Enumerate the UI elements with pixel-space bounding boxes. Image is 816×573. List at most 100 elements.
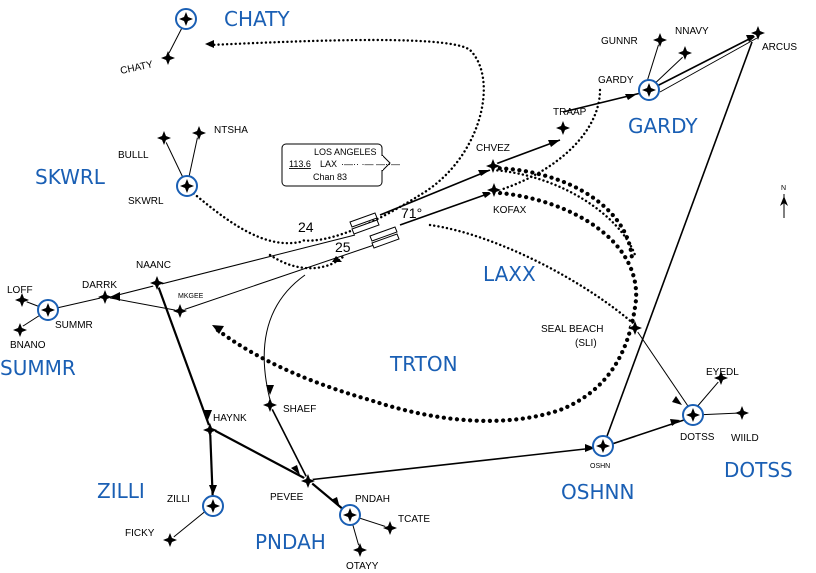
ficky-fix-icon [163,533,177,547]
area-label-zilli: ZILLI [97,479,145,503]
navaid-channel: Chan 83 [313,172,347,182]
gardy-waypoint-icon [638,79,660,101]
runway-25L [369,226,398,242]
dotted-skwrl-route [185,186,302,245]
fix-label-skwrl: SKWRL [128,196,164,207]
area-label-trton: TRTON [389,352,458,376]
skwrl-waypoint-icon [176,175,198,197]
route-rwy24-chvez [379,169,491,216]
fix-label-arcus: ARCUS [762,42,797,53]
fix-label-traap: TRAAP [553,107,587,118]
runway-24L [349,212,378,228]
fix-label-zilli: ZILLI [167,494,190,505]
arrow-dotss [670,419,680,426]
bnano-fix-icon [13,323,27,337]
tcate-fix-icon [383,521,397,535]
runway-24R [351,219,380,235]
arrow-traap [548,140,560,147]
north-arrow: N [780,185,788,218]
fix-label-haynk: HAYNK [213,413,247,424]
otayy-fix-icon [353,543,367,557]
fix-label-oshn: OSHN [590,463,610,470]
fix-label-gunnr: GUNNR [601,36,638,47]
arrow-pndah [331,497,340,508]
route-darrk-lax [109,234,356,298]
arrow-zilli [209,485,217,495]
navaid-info-box: LOS ANGELES 113.6 LAX ·—·· ·— —··— Chan … [281,143,400,187]
navaid-frequency: 113.6 [289,159,311,169]
routes [19,19,758,551]
dotted-to-sealbeach [428,223,637,327]
route-pevee-oshn [307,446,604,481]
fix-label-otayy: OTAYY [346,561,379,572]
arrow-chaty [205,40,214,48]
fix-symbols [13,8,765,557]
route-haynk-pevee [209,427,309,481]
route-chvez-traap [492,139,561,166]
route-gardy-arcus [654,34,758,88]
ntsha-fix-icon [192,126,206,140]
summr-waypoint-icon [37,299,59,321]
pndah-waypoint-icon [339,504,361,526]
route-sli-dotss [634,327,693,413]
darrk-fix-icon [98,290,112,304]
fix-label-bnano: BNANO [10,340,46,351]
chvez-fix-icon [486,159,500,173]
fix-label-pndah: PNDAH [355,494,390,505]
arrow-haynk [204,410,212,420]
heading-label: 71° [401,205,422,221]
area-label-oshnn: OSHNN [561,480,634,504]
traap-fix-icon [556,121,570,135]
north-arrow-icon [780,196,788,206]
fix-label-shaef: SHAEF [283,404,316,415]
fix-label-sli: (SLI) [575,338,597,349]
arrow-pevee [291,465,300,475]
route-oshn-arcus [602,41,753,448]
chaty-waypoint-icon [175,8,197,30]
navaid-ident: LAX [320,159,337,169]
mkgee-fix-icon [173,304,187,318]
loff-fix-icon [15,293,29,307]
fix-label-wiild: WIILD [731,433,759,444]
kofax-fix-icon [487,183,501,197]
area-label-dotss: DOTSS [724,458,793,482]
naanc-fix-icon [150,276,164,290]
shaef-fix-icon [263,398,277,412]
navaid-name: LOS ANGELES [314,147,377,157]
fix-label-gardy: GARDY [598,75,634,86]
oshn-waypoint-icon [592,435,614,457]
fix-label-nnavy: NNAVY [675,26,709,37]
area-label-chaty: CHATY [224,7,290,31]
area-label-laxx: LAXX [483,262,536,286]
runway-25R [371,233,400,249]
arrow-sli-dotss [672,396,682,405]
fix-label-kofax: KOFAX [493,205,527,216]
area-labels: CHATY SKWRL GARDY LAXX SUMMR TRTON ZILLI… [0,7,793,554]
route-naanc-haynk [155,282,212,429]
route-lax-shaef [263,274,306,401]
dotss-waypoint-icon [682,404,704,426]
fix-label-summr: SUMMR [55,320,93,331]
fix-label-ntsha: NTSHA [214,125,248,136]
runway-24-label: 24 [298,219,314,235]
area-label-skwrl: SKWRL [35,165,106,189]
fix-label-chvez: CHVEZ [476,143,510,154]
arrow-arcus [746,35,757,42]
arrow-oshn [585,444,595,452]
bulll-fix-icon [157,131,171,145]
fix-label-loff: LOFF [7,285,33,296]
pevee-fix-icon [301,474,315,488]
fix-label-pevee: PEVEE [270,492,304,503]
gunnr-fix-icon [653,33,667,47]
arrow-shaef [266,385,274,395]
navaid-morse: ·—·· ·— —··— [341,159,400,169]
arrow-kofax [482,192,493,198]
fix-label-chaty: CHATY [119,59,154,77]
route-shaef-pevee [269,404,309,481]
fix-label-darrk: DARRK [82,280,117,291]
dotted-big-trton [212,190,639,423]
fix-label-naanc: NAANC [136,260,171,271]
seal-beach-fix-icon [628,321,642,335]
